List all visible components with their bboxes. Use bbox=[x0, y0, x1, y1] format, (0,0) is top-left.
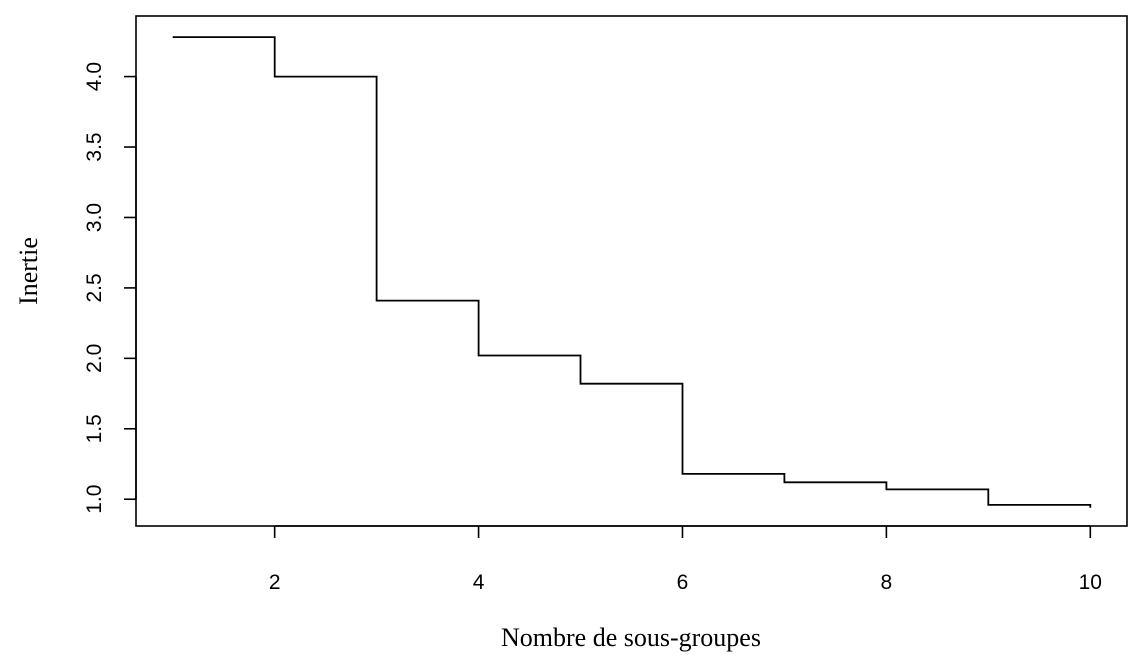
y-tick-label: 3.5 bbox=[83, 132, 106, 161]
plot-frame bbox=[135, 15, 1128, 527]
y-axis: 1.0 1.5 2.0 2.5 3.0 3.5 4.0 bbox=[83, 62, 137, 514]
x-tick-label: 8 bbox=[881, 571, 893, 594]
x-axis-label: Nombre de sous-groupes bbox=[501, 623, 761, 652]
x-tick-label: 6 bbox=[677, 571, 689, 594]
y-tick-label: 4.0 bbox=[83, 62, 106, 91]
x-axis: 2 4 6 8 10 bbox=[269, 525, 1102, 594]
x-tick-label: 2 bbox=[269, 571, 281, 594]
x-tick-label: 10 bbox=[1079, 571, 1102, 594]
y-tick-label: 3.0 bbox=[83, 203, 106, 232]
y-tick-label: 1.0 bbox=[83, 485, 106, 514]
y-tick-label: 2.5 bbox=[83, 273, 106, 302]
series-line bbox=[172, 36, 1092, 508]
x-tick-label: 4 bbox=[473, 571, 485, 594]
y-tick-label: 1.5 bbox=[83, 414, 106, 443]
y-tick-label: 2.0 bbox=[83, 344, 106, 373]
y-axis-label: Inertie bbox=[14, 237, 43, 305]
